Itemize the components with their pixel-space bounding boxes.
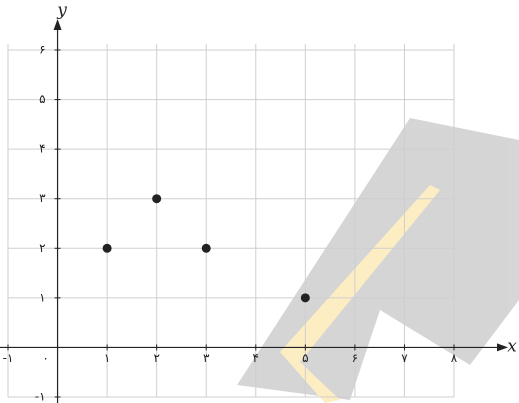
y-tick-label: ۲	[39, 241, 45, 255]
x-tick-label: -۱	[3, 351, 14, 365]
x-tick-label: ۸	[451, 351, 458, 365]
grid	[7, 44, 455, 398]
x-tick-label: ۱	[104, 351, 110, 365]
watermark	[237, 118, 519, 403]
x-tick-label: ۴	[253, 351, 259, 365]
watermark-tassel	[280, 185, 440, 403]
y-axis-label: y	[56, 1, 67, 21]
x-tick-label: ۰	[42, 351, 48, 365]
point	[201, 243, 211, 253]
x-tick-label: ۳	[203, 351, 210, 365]
point	[300, 293, 310, 303]
x-tick-label: ۵	[302, 351, 308, 365]
y-tick-label: -۱	[35, 390, 46, 403]
x-tick-label: ۲	[153, 351, 159, 365]
y-axis-arrow	[53, 19, 62, 30]
x-axis-label: x	[507, 337, 517, 357]
y-tick-label: ۴	[39, 142, 45, 156]
y-tick-label: ۱	[39, 290, 45, 304]
point	[152, 194, 162, 204]
x-tick-label: ۷	[401, 351, 408, 365]
axes	[0, 19, 508, 403]
point	[102, 243, 112, 253]
x-axis-arrow	[497, 343, 508, 352]
x-tick-label: ۶	[352, 351, 358, 365]
y-tick-label: ۶	[39, 43, 45, 57]
y-tick-label: ۳	[39, 191, 46, 205]
y-tick-label: ۵	[39, 92, 45, 106]
